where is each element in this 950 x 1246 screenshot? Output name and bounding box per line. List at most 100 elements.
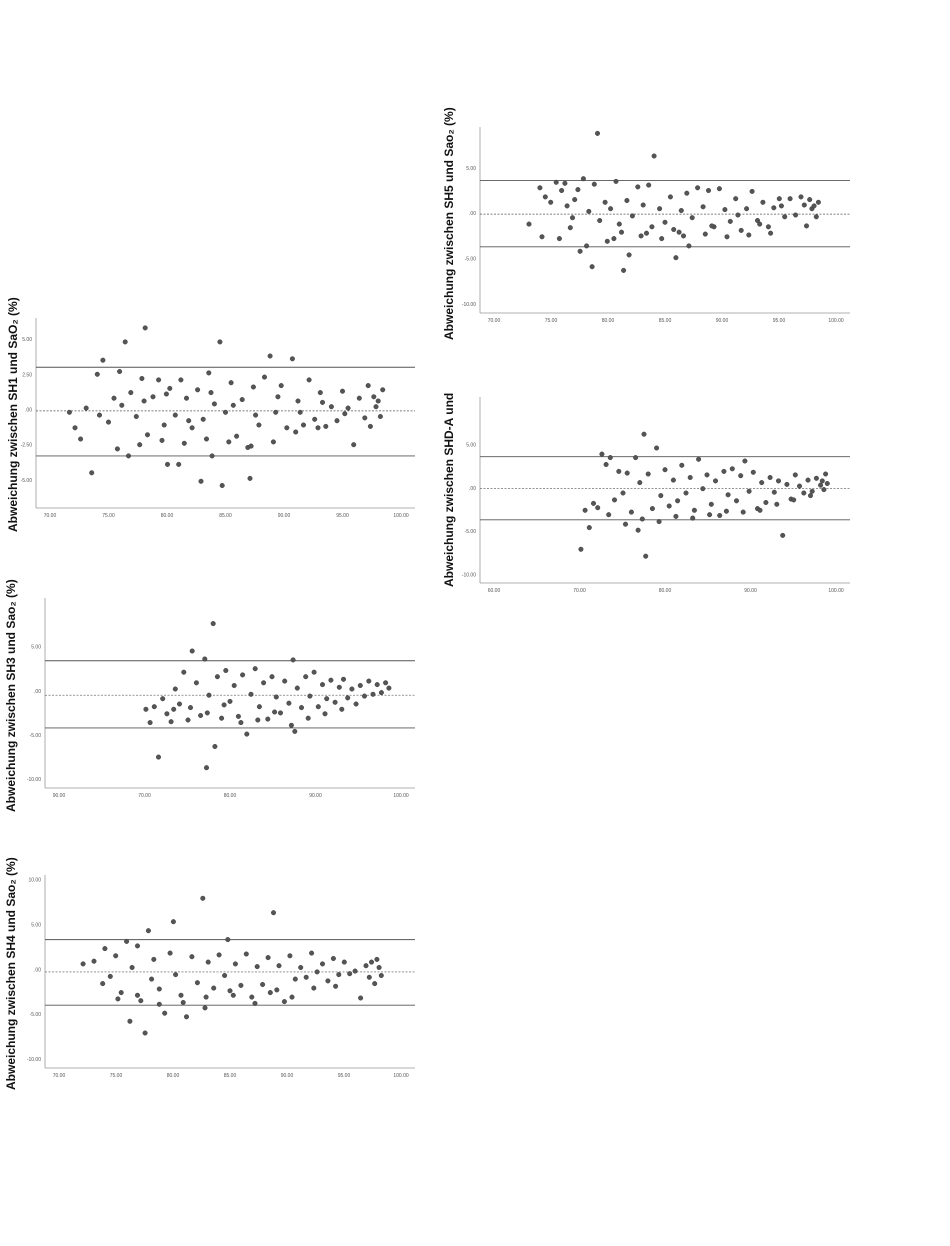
data-point xyxy=(639,516,645,522)
data-point xyxy=(187,705,193,711)
data-point xyxy=(306,377,312,383)
data-point xyxy=(294,685,300,691)
data-point xyxy=(211,985,217,991)
data-point xyxy=(216,952,222,958)
data-point xyxy=(654,445,660,451)
data-point xyxy=(265,716,271,722)
data-point xyxy=(289,994,295,1000)
y-tick-label: 5.00 xyxy=(466,166,476,172)
scatter-chart-sh1: 70.00 75.00 80.00 85.00 90.00 95.00 100.00 5.00… xyxy=(21,318,415,519)
data-point xyxy=(774,501,780,507)
data-point xyxy=(189,425,195,431)
data-point xyxy=(209,453,215,459)
data-point xyxy=(293,429,299,435)
data-point xyxy=(250,384,256,390)
data-point xyxy=(706,187,712,193)
data-point xyxy=(171,706,177,712)
data-point xyxy=(142,325,148,331)
data-point xyxy=(202,1005,208,1011)
data-point xyxy=(303,674,309,680)
data-point xyxy=(234,433,240,439)
data-point xyxy=(208,390,214,396)
data-point xyxy=(317,390,323,396)
data-point xyxy=(181,669,187,675)
data-point xyxy=(375,398,381,404)
data-point xyxy=(176,461,182,467)
data-point xyxy=(729,466,735,472)
data-point xyxy=(168,719,174,725)
y-axis-label: Abweichung zwischen SH4 und Sao₂ (%) xyxy=(4,857,18,1090)
data-point xyxy=(133,413,139,419)
data-point xyxy=(244,731,250,737)
data-point xyxy=(616,468,622,474)
data-point xyxy=(118,990,124,996)
data-point xyxy=(195,387,201,393)
data-point xyxy=(254,964,260,970)
data-point xyxy=(150,394,156,400)
data-point xyxy=(228,380,234,386)
data-point xyxy=(178,377,184,383)
data-point xyxy=(695,185,701,191)
data-point xyxy=(548,199,554,205)
data-point xyxy=(670,477,676,483)
data-point xyxy=(689,215,695,221)
data-point xyxy=(603,461,609,467)
data-point xyxy=(78,436,84,442)
data-point xyxy=(564,203,570,209)
data-point xyxy=(312,416,318,422)
x-tick-label: 75.00 xyxy=(545,318,558,324)
data-point xyxy=(362,693,368,699)
data-point xyxy=(637,480,643,486)
data-point xyxy=(628,509,634,515)
x-tick-label: 90.00 xyxy=(281,1073,294,1079)
y-tick-label: .00 xyxy=(34,967,41,973)
data-point xyxy=(270,439,276,445)
data-point xyxy=(526,221,532,227)
data-point xyxy=(611,497,617,503)
data-point xyxy=(307,693,313,699)
data-point xyxy=(733,196,739,202)
data-point xyxy=(256,704,262,710)
data-point xyxy=(117,368,123,374)
scatter-chart-sh4: 70.00 75.00 80.00 85.00 90.00 95.00 100.00 10.0… xyxy=(27,875,415,1079)
data-point xyxy=(276,963,282,969)
scatter-chart-shd: 60.00 70.00 80.00 90.00 100.00 5.00 .00 -5.00 -1… xyxy=(462,397,850,594)
data-point xyxy=(315,704,321,710)
data-point xyxy=(356,395,362,401)
data-point xyxy=(222,409,228,415)
data-point xyxy=(641,431,647,437)
data-point xyxy=(159,437,165,443)
data-point xyxy=(651,153,657,159)
data-point xyxy=(248,691,254,697)
data-point xyxy=(572,197,578,203)
data-point xyxy=(139,375,145,381)
x-tick-label: 70.00 xyxy=(53,1073,66,1079)
data-point xyxy=(320,682,326,688)
data-point xyxy=(749,188,755,194)
data-point xyxy=(173,972,179,978)
data-point xyxy=(383,680,389,686)
data-point xyxy=(221,702,227,708)
data-point xyxy=(325,978,331,984)
data-point xyxy=(226,439,232,445)
data-point xyxy=(559,187,565,193)
data-point xyxy=(66,409,72,415)
data-point xyxy=(253,412,259,418)
data-point xyxy=(374,956,380,962)
data-point xyxy=(377,413,383,419)
data-point xyxy=(261,680,267,686)
data-point xyxy=(662,467,668,473)
data-point xyxy=(284,425,290,431)
y-axis-label: Abweichung zwischen SHD-A und xyxy=(442,392,456,587)
data-point xyxy=(219,715,225,721)
data-point xyxy=(635,527,641,533)
x-tick-label: 75.00 xyxy=(102,513,115,519)
scatter-chart-sh5: 70.00 75.00 80.00 85.00 90.00 95.00 100.00 5.00… xyxy=(462,127,850,324)
data-point xyxy=(314,969,320,975)
x-tick-label: 95.00 xyxy=(338,1073,351,1079)
data-point xyxy=(222,972,228,978)
y-tick-label: -5.00 xyxy=(465,529,477,535)
data-point xyxy=(782,214,788,220)
data-point xyxy=(362,415,368,421)
data-point xyxy=(722,207,728,213)
